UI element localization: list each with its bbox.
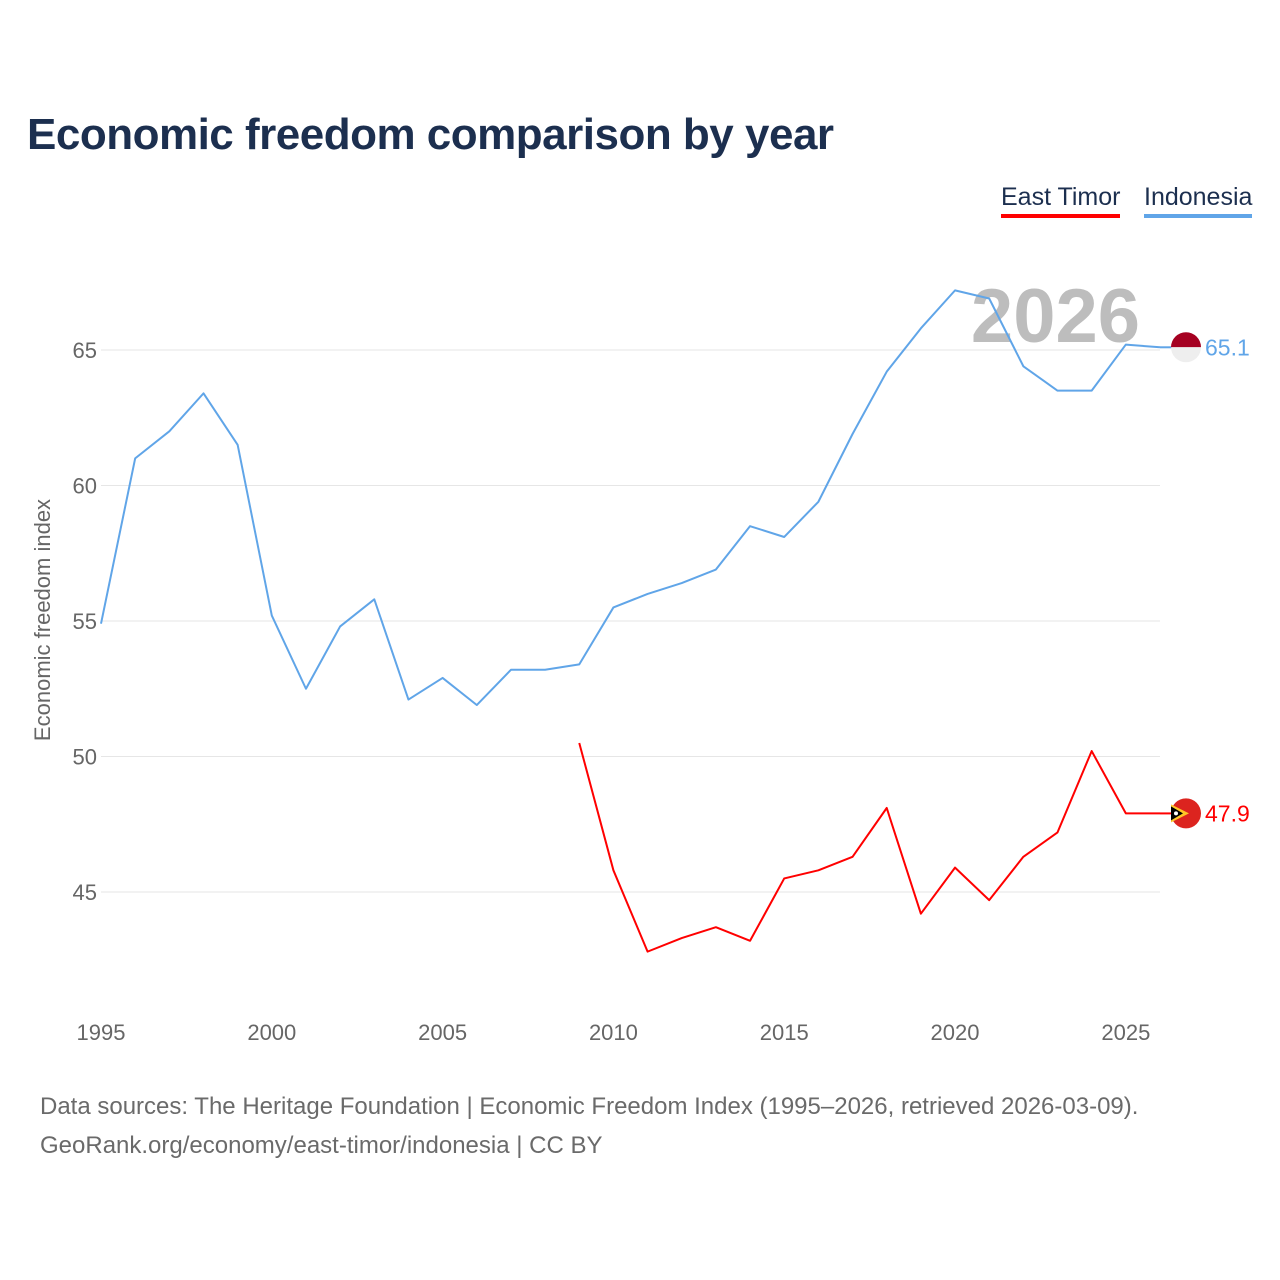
chart-title: Economic freedom comparison by year — [27, 110, 834, 159]
east-timor-flag-star — [1174, 811, 1178, 816]
series-line-east-timor — [578, 742, 1160, 953]
x-tick-label: 2010 — [589, 1020, 638, 1045]
x-tick-label: 2005 — [418, 1020, 467, 1045]
x-tick-label: 2000 — [247, 1020, 296, 1045]
legend-indonesia[interactable]: Indonesia — [1144, 183, 1253, 218]
footer-sources: Data sources: The Heritage Foundation | … — [40, 1093, 1139, 1120]
end-value-label: 47.9 — [1205, 800, 1250, 826]
legend-east-timor[interactable]: East Timor — [1001, 183, 1121, 218]
year-watermark: 2026 — [971, 274, 1140, 359]
indonesia-flag-icon — [1171, 332, 1201, 348]
indonesia-flag-icon — [1171, 347, 1201, 363]
series-line-indonesia — [100, 289, 1161, 707]
x-tick-label: 2020 — [931, 1020, 980, 1045]
y-tick-label: 65 — [73, 338, 97, 363]
y-axis-label: Economic freedom index — [30, 499, 55, 741]
y-tick-label: 60 — [73, 474, 97, 499]
y-tick-label: 45 — [73, 880, 97, 905]
footer-link[interactable]: GeoRank.org/economy/east-timor/indonesia… — [40, 1132, 603, 1159]
end-value-label: 65.1 — [1205, 334, 1250, 360]
y-tick-label: 50 — [73, 745, 97, 770]
x-tick-label: 1995 — [77, 1020, 126, 1045]
x-tick-label: 2015 — [760, 1020, 809, 1045]
y-tick-label: 55 — [73, 609, 97, 634]
footer: Data sources: The Heritage Foundation | … — [40, 1087, 1138, 1165]
x-tick-label: 2025 — [1101, 1020, 1150, 1045]
